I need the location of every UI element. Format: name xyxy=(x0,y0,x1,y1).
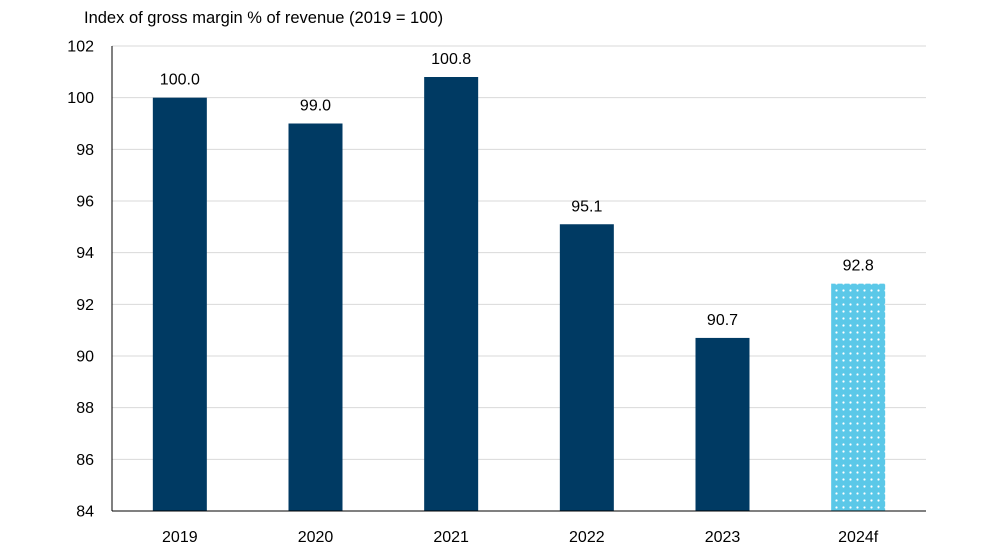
x-axis-ticks: 2019 2020 2021 2022 2023 2024f xyxy=(162,529,879,546)
bar-2020 xyxy=(288,123,343,511)
x-tick-label: 2022 xyxy=(569,529,605,546)
gridlines xyxy=(112,45,926,460)
y-tick-label: 94 xyxy=(76,245,94,262)
x-tick-label: 2023 xyxy=(705,529,741,546)
y-tick-label: 92 xyxy=(76,297,94,314)
data-label: 90.7 xyxy=(707,312,738,329)
data-label: 99.0 xyxy=(300,98,331,115)
bar-2019 xyxy=(152,97,207,512)
data-label: 100.0 xyxy=(160,72,200,89)
x-tick-label: 2020 xyxy=(298,529,334,546)
y-tick-label: 86 xyxy=(76,452,94,469)
y-axis-title: Index of gross margin % of revenue (2019… xyxy=(84,9,444,27)
bar-2023 xyxy=(695,337,750,511)
y-tick-label: 102 xyxy=(67,39,94,56)
bar-2021 xyxy=(424,77,479,511)
x-tick-label: 2021 xyxy=(433,529,469,546)
x-tick-label: 2019 xyxy=(162,529,198,546)
y-tick-label: 96 xyxy=(76,194,94,211)
axes xyxy=(111,46,926,512)
y-tick-label: 90 xyxy=(76,349,94,366)
y-tick-label: 88 xyxy=(76,400,94,417)
y-axis-ticks: 84 86 88 90 92 94 96 98 100 102 xyxy=(67,39,94,521)
bars xyxy=(152,77,886,512)
y-tick-label: 98 xyxy=(76,142,94,159)
y-tick-label: 100 xyxy=(67,90,94,107)
y-tick-label: 84 xyxy=(76,504,94,521)
value-labels: 100.0 99.0 100.8 95.1 90.7 92.8 xyxy=(160,51,874,329)
data-label: 92.8 xyxy=(843,258,874,275)
data-label: 100.8 xyxy=(431,51,471,68)
x-tick-label: 2024f xyxy=(838,529,879,546)
data-label: 95.1 xyxy=(571,198,602,215)
bar-2022 xyxy=(559,224,614,511)
bar-forecast-2024f xyxy=(831,283,886,511)
